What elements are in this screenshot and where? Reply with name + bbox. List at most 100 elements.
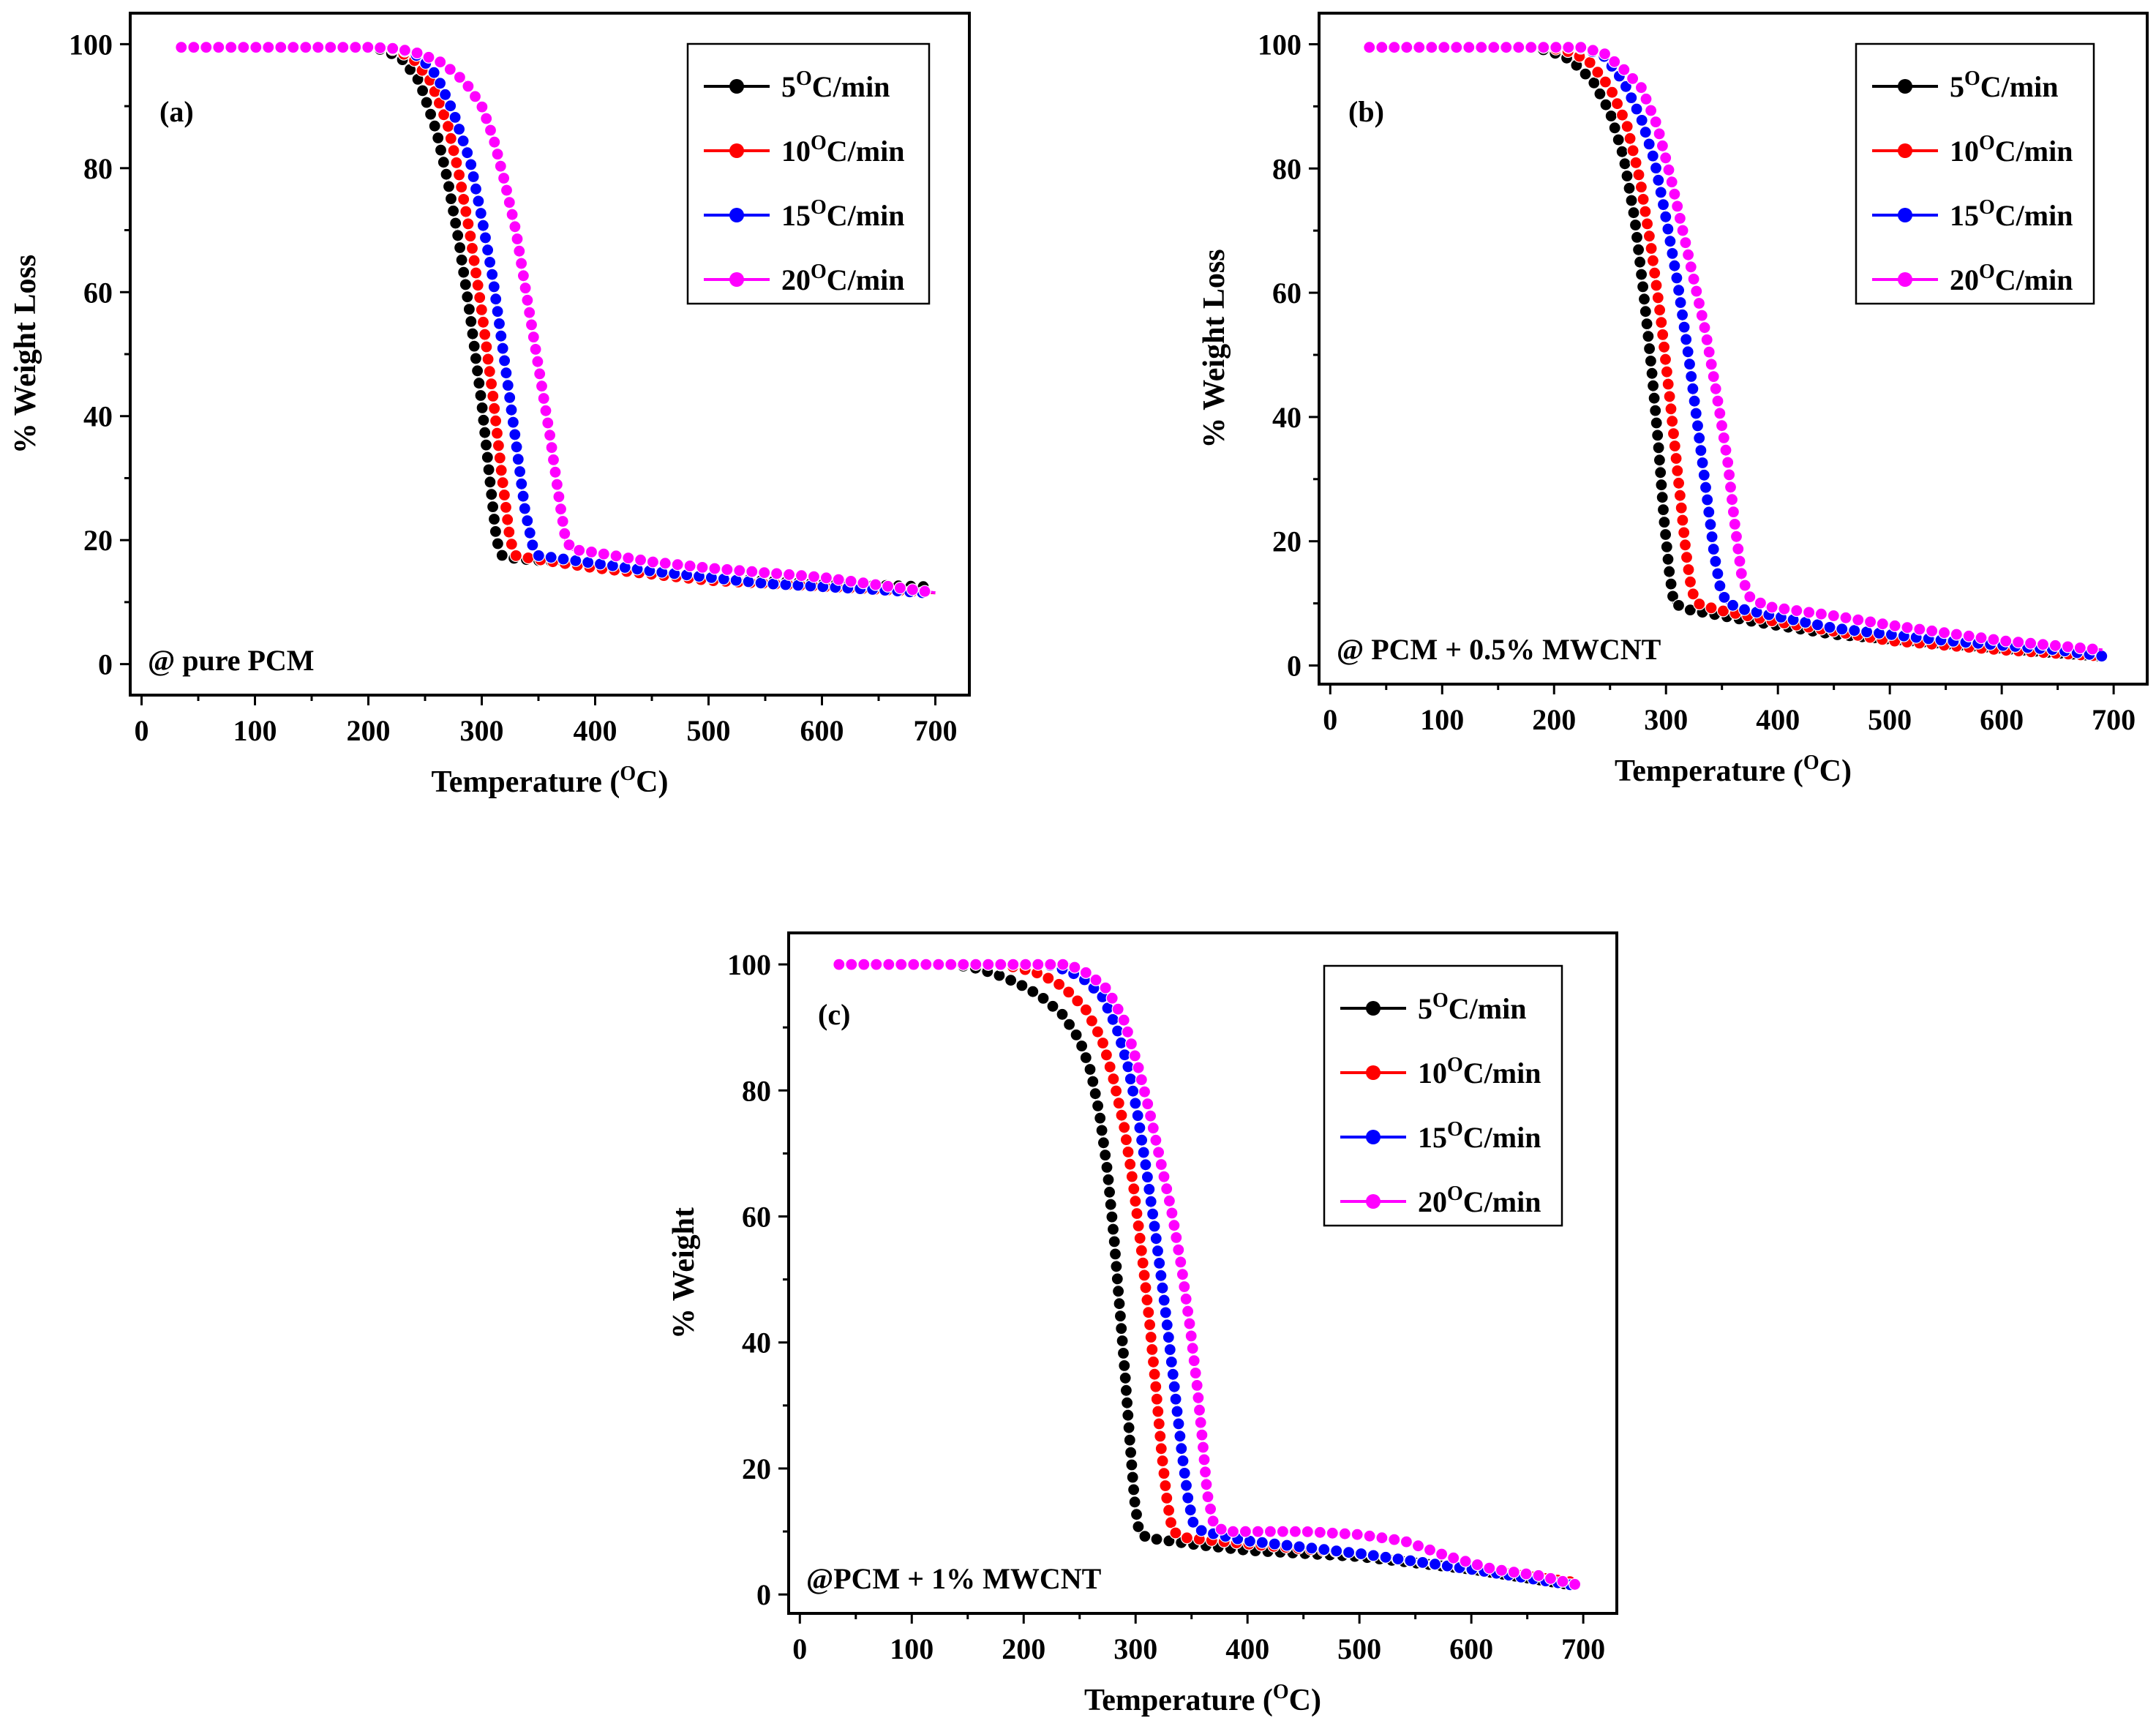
data-point	[1680, 333, 1693, 346]
data-point	[1654, 186, 1667, 199]
data-point	[1135, 1133, 1149, 1147]
x-tick-label: 500	[687, 714, 731, 747]
data-point	[1735, 567, 1748, 580]
data-point	[1119, 1133, 1133, 1147]
data-point	[444, 100, 457, 113]
data-point	[476, 401, 489, 415]
data-point	[527, 331, 540, 344]
data-point	[539, 404, 552, 417]
data-point	[1172, 1417, 1185, 1430]
data-point	[1604, 109, 1618, 123]
data-point	[1716, 604, 1729, 618]
data-point	[1654, 466, 1667, 479]
data-point	[434, 56, 447, 69]
data-point	[1175, 1442, 1188, 1455]
data-point	[920, 958, 933, 971]
data-point	[622, 551, 635, 565]
data-point	[523, 526, 536, 539]
data-point	[1620, 169, 1634, 183]
data-point	[1718, 590, 1731, 604]
data-point	[1646, 149, 1659, 162]
data-point	[1447, 1551, 1460, 1564]
data-point	[1655, 316, 1668, 329]
data-point	[1150, 1392, 1163, 1406]
data-point	[1423, 1543, 1437, 1556]
data-point	[428, 119, 441, 132]
data-point	[1618, 157, 1631, 170]
data-point	[550, 478, 564, 491]
data-point	[1129, 1097, 1142, 1110]
data-point	[500, 367, 513, 380]
data-point	[745, 565, 759, 578]
data-point	[495, 329, 508, 342]
data-point	[486, 268, 499, 281]
data-point	[646, 555, 660, 569]
data-point	[1670, 271, 1683, 285]
data-point	[1470, 1558, 1484, 1572]
y-axis-title: % Weight Loss	[1198, 249, 1231, 448]
data-point	[1062, 986, 1075, 999]
data-point	[1118, 1359, 1131, 1373]
data-point	[1626, 144, 1639, 157]
data-point	[274, 40, 288, 54]
data-point	[1126, 1471, 1139, 1484]
legend-item: 15OC/min	[1872, 196, 2073, 232]
data-point	[449, 217, 462, 230]
data-point	[1642, 138, 1656, 151]
data-point	[1149, 1133, 1162, 1147]
data-point	[1507, 1566, 1520, 1579]
data-point	[465, 158, 478, 171]
data-point	[1125, 1458, 1138, 1471]
data-point	[1702, 345, 1716, 359]
data-point	[505, 538, 518, 551]
panel-annotation: @ pure PCM	[148, 644, 315, 677]
data-point	[1715, 419, 1729, 432]
data-point	[1143, 1318, 1157, 1332]
data-point	[1661, 222, 1675, 236]
data-point	[969, 958, 983, 971]
y-tick-label: 60	[83, 276, 113, 309]
data-point	[1459, 1555, 1472, 1568]
data-point	[1416, 1556, 1430, 1569]
data-point	[1100, 1160, 1113, 1174]
data-point	[1765, 601, 1778, 614]
data-point	[1375, 41, 1389, 54]
data-point	[1052, 978, 1066, 991]
legend-swatch-marker	[729, 272, 744, 287]
data-point	[1160, 1319, 1173, 1332]
data-point	[1125, 1170, 1138, 1183]
data-point	[994, 958, 1007, 971]
data-point	[432, 131, 445, 145]
data-point	[1132, 1520, 1145, 1534]
data-point	[1667, 427, 1680, 440]
data-point	[473, 377, 486, 390]
data-point	[1687, 272, 1700, 285]
data-point	[1007, 958, 1020, 971]
data-point	[1135, 1244, 1148, 1257]
data-point	[531, 355, 544, 368]
data-point	[1182, 1491, 1195, 1504]
data-point	[438, 88, 452, 101]
data-point	[312, 40, 325, 54]
data-point	[1276, 1525, 1290, 1538]
data-point	[497, 488, 511, 502]
data-point	[1133, 1121, 1146, 1135]
data-point	[1901, 620, 1914, 634]
data-point	[1138, 1530, 1152, 1543]
data-point	[1124, 1158, 1137, 1171]
data-point	[508, 428, 522, 441]
data-point	[477, 413, 490, 427]
data-point	[1629, 218, 1642, 232]
data-point	[1639, 305, 1652, 318]
data-point	[398, 44, 412, 57]
data-point	[1109, 1084, 1123, 1098]
data-point	[1662, 163, 1675, 176]
data-point	[1127, 1483, 1141, 1496]
data-point	[1411, 1539, 1425, 1553]
data-point	[1096, 1036, 1110, 1050]
data-point	[1643, 342, 1656, 356]
data-point	[489, 293, 503, 306]
y-tick-label: 40	[1272, 401, 1302, 434]
data-point	[1646, 254, 1659, 267]
